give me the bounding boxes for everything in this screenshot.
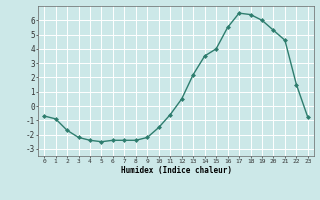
- X-axis label: Humidex (Indice chaleur): Humidex (Indice chaleur): [121, 166, 231, 175]
